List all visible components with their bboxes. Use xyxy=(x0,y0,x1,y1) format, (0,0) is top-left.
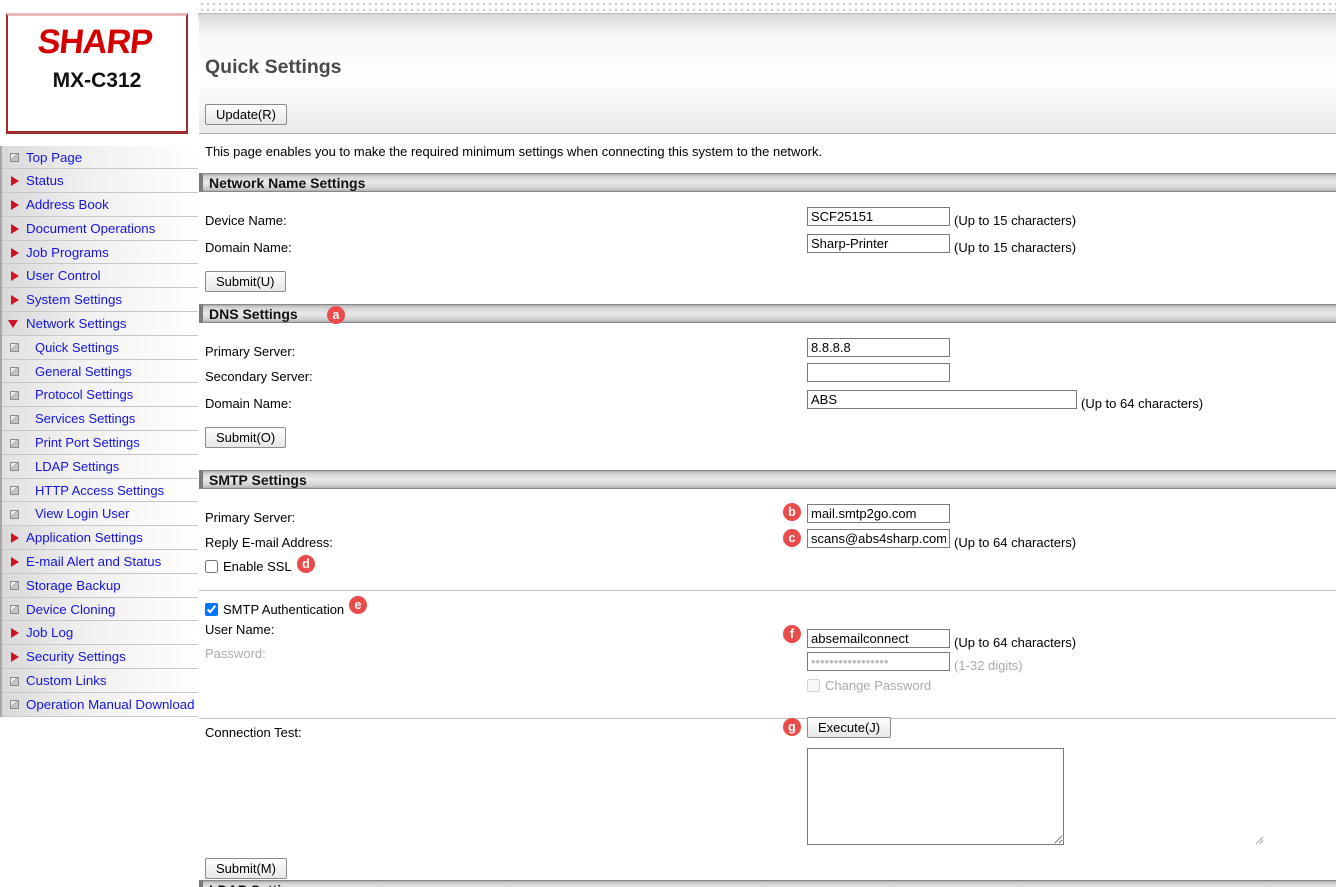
svg-text:SHARP: SHARP xyxy=(36,23,154,61)
